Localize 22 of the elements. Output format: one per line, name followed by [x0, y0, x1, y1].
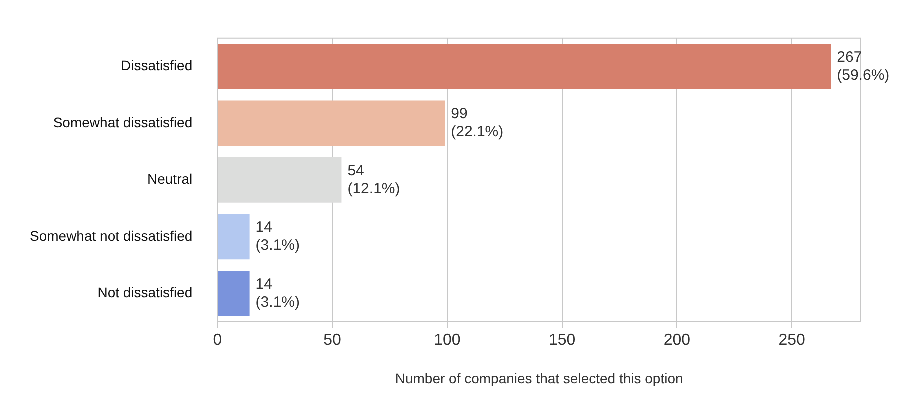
x-tick-label: 0: [213, 332, 222, 350]
bar: [218, 44, 832, 90]
x-tick-label: 200: [664, 332, 691, 350]
y-tick-label: Dissatisfied: [121, 58, 193, 74]
x-tick-label: 50: [324, 332, 342, 350]
data-label: 267 (59.6%): [837, 48, 890, 84]
y-tick-label: Somewhat not dissatisfied: [30, 228, 193, 244]
x-tick-label: 100: [434, 332, 461, 350]
bar: [218, 270, 250, 316]
data-label: 54 (12.1%): [348, 162, 400, 198]
x-tick-label: 250: [778, 332, 806, 350]
bar: [218, 158, 342, 203]
y-tick-label: Somewhat dissatisfied: [53, 114, 193, 130]
bar: [218, 214, 250, 260]
x-axis-title: Number of companies that selected this option: [395, 370, 684, 386]
y-tick-label: Neutral: [148, 171, 193, 188]
y-tick-label: Not dissatisfied: [98, 284, 193, 300]
data-label: 14 (3.1%): [256, 219, 300, 254]
bar: [218, 100, 446, 146]
data-label: 99 (22.1%): [451, 106, 504, 141]
data-label: 14 (3.1%): [256, 276, 300, 311]
x-tick-label: 150: [548, 332, 576, 350]
